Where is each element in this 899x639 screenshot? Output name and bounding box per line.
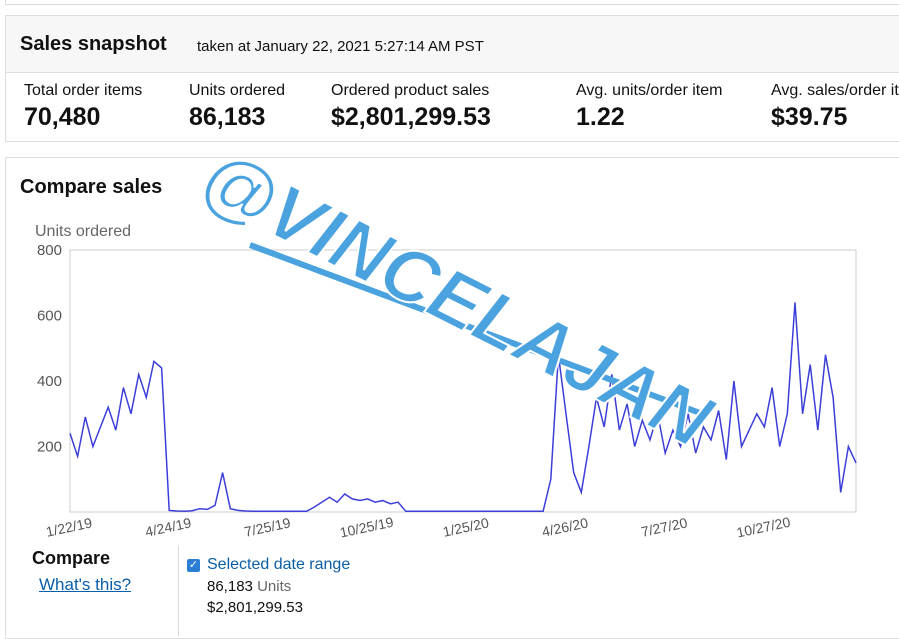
x-tick-label: 7/25/19 (243, 514, 292, 539)
line-series (69, 302, 857, 513)
snapshot-title: Sales snapshot (20, 33, 167, 55)
metric-value: $2,801,299.53 (331, 103, 491, 131)
x-tick-label: 1/25/20 (441, 514, 490, 539)
watermark-underline (248, 242, 702, 416)
units-value: 86,183 (207, 578, 253, 595)
x-tick-label: 4/24/19 (144, 514, 193, 539)
range-label[interactable]: Selected date range (207, 556, 351, 573)
top-strip (5, 0, 899, 5)
whats-this-link[interactable]: What's this? (39, 575, 132, 594)
compare-panel: Compare sales Compare What's this? ✓ Sel… (5, 157, 899, 639)
y-tick-label: 800 (37, 242, 62, 259)
range-checkbox[interactable]: ✓ (187, 559, 200, 572)
snapshot-panel: Sales snapshot taken at January 22, 2021… (5, 15, 899, 142)
watermark: @VINCELAJAN (187, 134, 726, 465)
range-sales: $2,801,299.53 (207, 599, 303, 616)
metrics-row (6, 72, 899, 141)
x-tick-label: 4/26/20 (540, 514, 589, 539)
x-tick-label: 1/22/19 (44, 514, 93, 539)
x-tick-label: 7/27/20 (640, 514, 689, 539)
chart-title: Compare sales (20, 176, 163, 198)
units-label: Units (257, 578, 292, 595)
metric-label: Ordered product sales (331, 82, 490, 99)
metric-label: Avg. units/order item (576, 82, 723, 99)
divider (178, 546, 179, 636)
y-tick-label: 600 (37, 308, 62, 325)
snapshot-subtitle: taken at January 22, 2021 5:27:14 AM PST (197, 38, 484, 55)
x-tick-label: 10/27/20 (735, 514, 792, 541)
y-tick-label: 200 (37, 439, 62, 456)
y-axis-label: Units ordered (35, 223, 131, 240)
metric-label: Total order items (24, 82, 143, 99)
metric-value: 1.22 (576, 103, 625, 131)
y-tick-label: 400 (37, 373, 62, 390)
metric-label: Avg. sales/order item (771, 82, 899, 99)
metric-value: 70,480 (24, 103, 101, 131)
metric-label: Units ordered (189, 82, 286, 99)
x-tick-label: 10/25/19 (338, 514, 395, 541)
metric-value: 86,183 (189, 103, 266, 131)
compare-title: Compare (32, 548, 111, 568)
metric-value: $39.75 (771, 103, 848, 131)
range-units: 86,183 Units (207, 578, 291, 595)
